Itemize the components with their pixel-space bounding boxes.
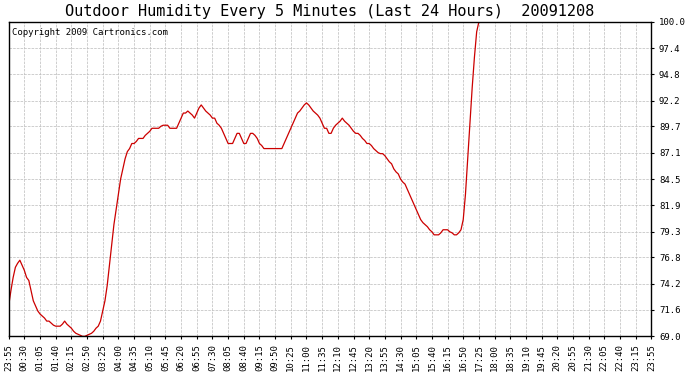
Title: Outdoor Humidity Every 5 Minutes (Last 24 Hours)  20091208: Outdoor Humidity Every 5 Minutes (Last 2… bbox=[66, 4, 595, 19]
Text: Copyright 2009 Cartronics.com: Copyright 2009 Cartronics.com bbox=[12, 28, 168, 37]
